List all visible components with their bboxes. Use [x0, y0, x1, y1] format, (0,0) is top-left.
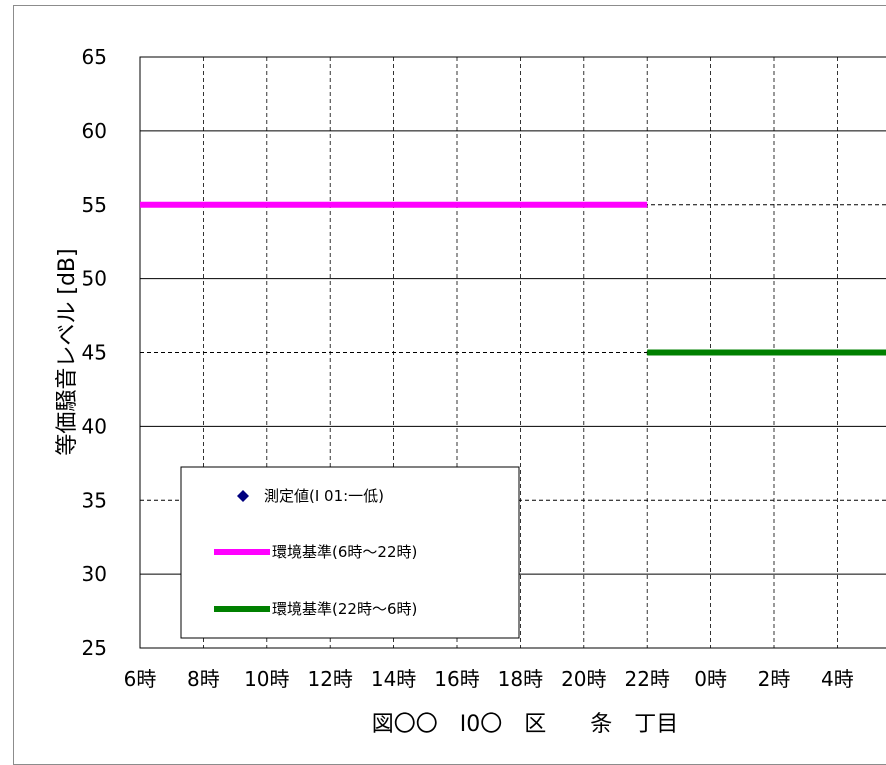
x-tick-label: 14時: [371, 667, 416, 691]
y-tick-labels: 25 30 35 40 45 50 55 60 65: [82, 45, 107, 660]
x-tick-label: 16時: [434, 667, 479, 691]
y-tick-label: 60: [82, 119, 107, 143]
x-tick-label: 22時: [624, 667, 669, 691]
y-tick-label: 50: [82, 267, 107, 291]
x-tick-label: 4時: [821, 667, 854, 691]
legend-label: 環境基準(22時～6時): [272, 600, 417, 618]
y-tick-label: 45: [82, 341, 107, 365]
x-tick-label: 8時: [187, 667, 220, 691]
x-tick-label: 2時: [758, 667, 791, 691]
x-tick-label: 18時: [498, 667, 543, 691]
legend-label: 測定値(I 01:一低): [264, 487, 384, 505]
x-tick-label: 10時: [244, 667, 289, 691]
y-axis-title: 等価騒音レベル [dB]: [55, 248, 80, 455]
y-tick-label: 35: [82, 488, 107, 512]
x-tick-labels: 6時 8時 10時 12時 14時 16時 18時 20時 22時 0時 2時 4時: [124, 667, 854, 691]
legend: 測定値(I 01:一低) 環境基準(6時～22時) 環境基準(22時～6時): [180, 466, 520, 639]
y-tick-label: 55: [82, 193, 107, 217]
y-tick-label: 40: [82, 414, 107, 438]
x-tick-label: 6時: [124, 667, 157, 691]
x-axis-title: 図〇〇 I0〇 区 条 丁目: [372, 712, 679, 737]
x-tick-label: 0時: [694, 667, 727, 691]
legend-marker-diamond: [237, 490, 249, 502]
series-layer: [140, 201, 886, 356]
y-tick-label: 65: [82, 45, 107, 69]
x-tick-label: 20時: [561, 667, 606, 691]
x-tick-label: 12時: [307, 667, 352, 691]
legend-label: 環境基準(6時～22時): [272, 543, 417, 561]
y-tick-label: 30: [82, 562, 107, 586]
y-tick-label: 25: [82, 636, 107, 660]
plot-area: [139, 56, 886, 649]
